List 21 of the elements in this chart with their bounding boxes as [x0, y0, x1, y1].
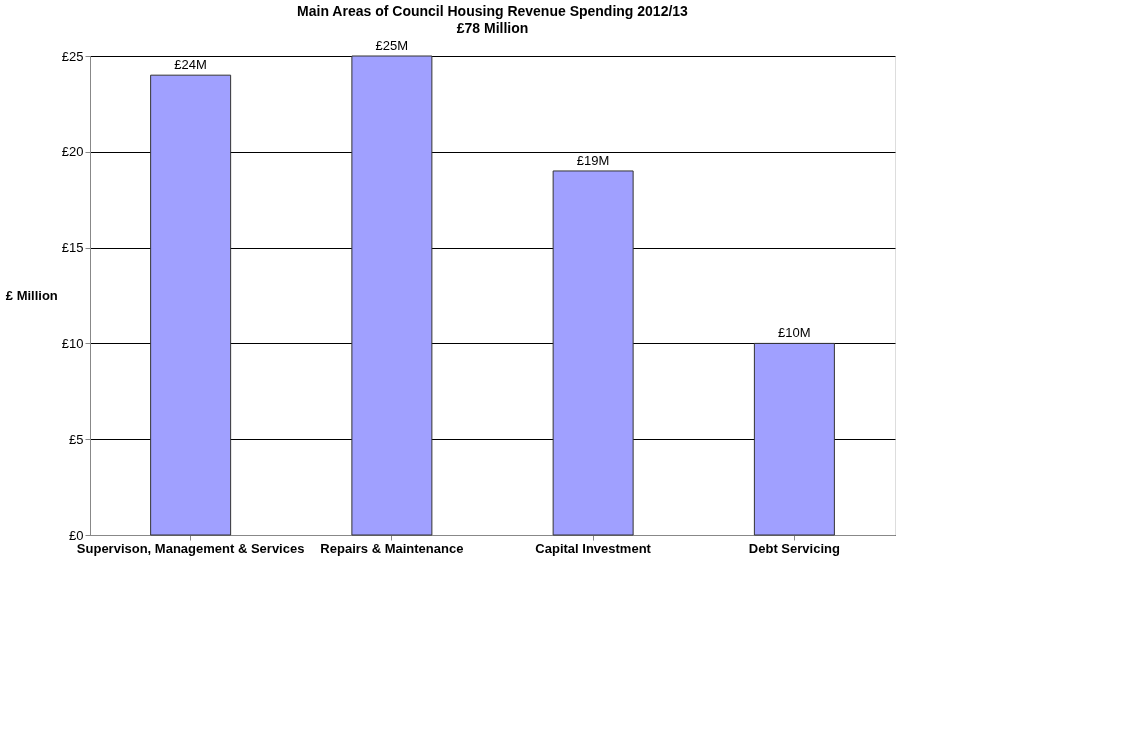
bar — [753, 342, 835, 536]
data-label: £24M — [174, 57, 207, 73]
data-label: £19M — [576, 152, 610, 168]
y-tick-label: £0 — [69, 527, 84, 543]
chart-subtitle: £78 Million — [456, 20, 529, 36]
chart-title: Main Areas of Council Housing Revenue Spending 2012/13 — [297, 3, 689, 19]
bar — [552, 170, 634, 536]
y-tick-label: £25 — [61, 48, 84, 64]
bar — [150, 74, 232, 536]
bar — [351, 55, 433, 536]
y-tick-label: £15 — [61, 240, 84, 256]
x-tick-label: Supervison, Management & Services — [76, 540, 305, 556]
y-tick-label: £10 — [61, 335, 84, 351]
data-label: £10M — [778, 325, 811, 341]
y-tick-label: £5 — [69, 431, 84, 447]
x-tick-label: Repairs & Maintenance — [320, 540, 464, 556]
data-label: £25M — [375, 38, 409, 53]
y-axis-title: £ Million — [5, 288, 58, 303]
x-tick-label: Debt Servicing — [748, 540, 840, 556]
y-tick-label: £20 — [61, 144, 84, 160]
x-tick-label: Capital Investment — [535, 540, 652, 556]
